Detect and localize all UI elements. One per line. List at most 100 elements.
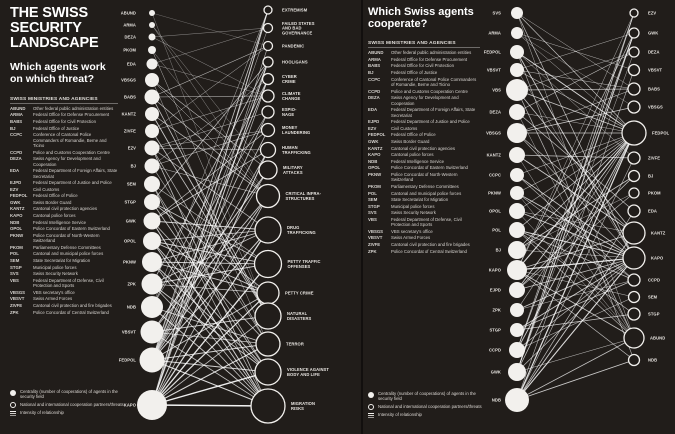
- agent-node-label: BABS: [124, 95, 136, 100]
- relationship-edge: [151, 9, 269, 308]
- relationship-edge: [151, 261, 269, 373]
- legend-label: National and international cooperation p…: [20, 401, 124, 407]
- relationship-edge: [151, 240, 269, 373]
- relationship-edge: [151, 129, 269, 361]
- relationship-edge: [151, 183, 269, 407]
- agent-node-label: KANTZ: [122, 112, 137, 117]
- relationship-edge: [516, 257, 635, 351]
- relationship-edge: [516, 154, 635, 339]
- partner-node: [256, 281, 280, 305]
- relationship-edge: [151, 24, 269, 171]
- relationship-edge: [151, 61, 269, 285]
- agency-entry: CCPC Conference of Cantonal Police Comman…: [10, 132, 118, 148]
- agency-desc: Cantonal police forces: [33, 213, 76, 219]
- agency-desc: Swiss Border Guard: [33, 199, 72, 205]
- agent-node-label: STGP: [489, 328, 501, 333]
- agent-node-label: GWK: [126, 219, 136, 224]
- agency-entry: PKNW Police Concordat of North-Western Sw…: [10, 233, 118, 244]
- relationship-edge: [516, 249, 635, 259]
- agent-node: [509, 147, 525, 163]
- partner-node-label: TERROR: [286, 342, 304, 347]
- legend-label: Intensity of relationship: [20, 410, 64, 416]
- relationship-edge: [516, 175, 635, 291]
- relationship-edge: [151, 283, 269, 407]
- agent-node: [506, 79, 528, 101]
- partner-node: [627, 169, 641, 183]
- agency-entry: EJPD Federal Department of Justice and Po…: [368, 119, 480, 124]
- agency-desc: Conference of Cantonal Police Commanders…: [391, 76, 477, 87]
- partner-node-label: PETTY CRIME: [285, 291, 314, 296]
- partner-node: [260, 122, 276, 138]
- agency-desc: Cantonal police forces: [391, 152, 434, 158]
- relationship-edge: [151, 78, 269, 167]
- agencies-heading-left: SWISS MINISTRIES AND AGENCIES: [10, 97, 118, 104]
- relationship-edge: [151, 331, 269, 345]
- agent-node-label: VBS: [492, 88, 501, 93]
- partner-node: [627, 204, 641, 218]
- agency-abbr: PKNW: [368, 171, 382, 177]
- partner-node: [627, 63, 641, 77]
- agency-desc: Federal Office of Justice: [33, 125, 80, 131]
- agency-entry: BJ Federal Office of Justice: [368, 70, 480, 75]
- agency-desc: Other federal public administration enti…: [391, 50, 472, 56]
- agent-node: [140, 320, 164, 344]
- relationship-edge: [151, 45, 269, 132]
- agency-abbr: ARMA: [10, 112, 23, 118]
- relationship-edge: [516, 132, 635, 194]
- relationship-edge: [516, 12, 635, 373]
- partner-node: [250, 388, 286, 424]
- agency-desc: Municipal police forces: [33, 264, 77, 270]
- relationship-edge: [151, 24, 269, 197]
- relationship-edge: [516, 12, 635, 271]
- relationship-edge: [516, 51, 635, 159]
- legend-label: Centrality (number of cooperations) of a…: [378, 391, 476, 402]
- agent-node-label: PKNW: [123, 260, 136, 265]
- partner-node: [627, 82, 641, 96]
- legend-item: National and international cooperation p…: [10, 402, 128, 409]
- agency-abbr: EZV: [10, 186, 19, 192]
- agency-desc: Police Concordat of North-Western Switze…: [33, 232, 100, 244]
- legend-item: National and international cooperation p…: [368, 404, 486, 411]
- relationship-edge: [151, 292, 269, 361]
- partner-node-label: SEM: [648, 295, 658, 300]
- relationship-edge: [516, 229, 635, 315]
- cooperation-network-diagram: EZV GWK DEZA VBSVT BABS VBSGS FEDPOL ZIVFE BJ PKO…: [484, 7, 670, 412]
- partner-node: [254, 216, 282, 244]
- partner-node: [628, 46, 640, 58]
- agency-abbr: CCPD: [368, 88, 381, 94]
- relationship-edge: [516, 132, 635, 259]
- agent-node-label: DEZA: [124, 35, 136, 40]
- agency-desc: Swiss Agency for Development and Coopera…: [391, 95, 459, 106]
- partner-node: [253, 249, 283, 279]
- agency-abbr: BJ: [368, 69, 374, 75]
- agency-desc: Federal Department of Justice and Police: [391, 119, 470, 125]
- partner-node: [628, 187, 640, 199]
- agent-node: [141, 273, 163, 295]
- agent-node-label: ARMA: [123, 23, 136, 28]
- agency-entry: EJPD Federal Department of Justice and Po…: [10, 180, 118, 185]
- partner-node: [259, 141, 277, 159]
- agency-abbr: ABUND: [368, 50, 384, 56]
- agency-entry: EZV Civil Customs: [368, 126, 480, 131]
- relationship-edge: [151, 261, 269, 407]
- relationship-edge: [516, 132, 635, 351]
- agency-desc: Swiss Armed Forces: [33, 296, 73, 302]
- relationship-edge: [516, 229, 635, 259]
- agency-desc: Cantonal and municipal police forces: [33, 251, 104, 257]
- legend-label: Intensity of relationship: [378, 412, 422, 418]
- agency-abbr: KAPO: [368, 152, 381, 158]
- agency-abbr: DEZA: [368, 95, 380, 101]
- agent-node: [144, 158, 160, 174]
- relationship-edge: [516, 337, 635, 373]
- relationship-edge: [516, 51, 635, 259]
- agent-node-label: CCPD: [489, 348, 501, 353]
- agency-entry: EDA Federal Department of Foreign Affairs…: [10, 168, 118, 179]
- partner-node: [262, 40, 274, 52]
- agency-abbr: BABS: [368, 63, 381, 69]
- agent-node-label: POL: [492, 228, 501, 233]
- relationship-edge: [516, 257, 635, 271]
- relationship-edge: [151, 27, 269, 65]
- agency-entry: POL Cantonal and municipal police forces: [368, 191, 480, 196]
- relationship-edge: [516, 132, 635, 212]
- relationship-edge: [151, 306, 269, 407]
